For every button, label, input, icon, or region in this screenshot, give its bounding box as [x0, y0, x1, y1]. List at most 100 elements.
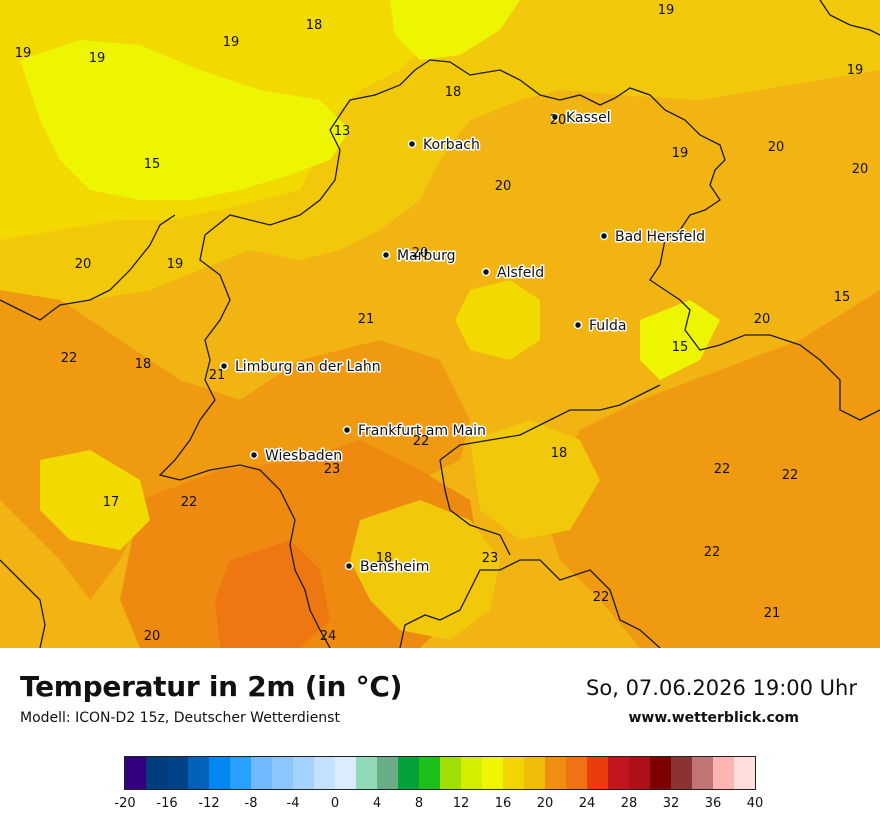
legend-color-cell	[230, 757, 251, 789]
legend-tick-label: -16	[156, 796, 178, 811]
city-label-bad-hersfeld: Bad Hersfeld	[615, 229, 705, 245]
temperature-value: 19	[672, 146, 689, 161]
border-east-top	[819, 0, 880, 36]
temperature-value: 22	[413, 434, 430, 449]
legend-color-cell	[692, 757, 713, 789]
temperature-field-17	[40, 450, 150, 550]
legend-color-cell	[503, 757, 524, 789]
legend-color-cell	[314, 757, 335, 789]
temperature-value: 18	[376, 551, 393, 566]
map-footer: Temperatur in 2m (in °C) Modell: ICON-D2…	[0, 648, 880, 830]
hessen-border-north	[329, 59, 880, 421]
legend-color-cell	[356, 757, 377, 789]
legend-color-cell	[440, 757, 461, 789]
temperature-value: 15	[144, 157, 161, 172]
temperature-value: 20	[144, 629, 161, 644]
border-bavaria	[439, 384, 661, 461]
city-dot-limburg-an-der-lahn	[219, 361, 229, 371]
model-source: Modell: ICON-D2 15z, Deutscher Wetterdie…	[20, 710, 340, 726]
temperature-value: 18	[551, 446, 568, 461]
temperature-field-24	[215, 540, 330, 648]
legend-tick-label: 28	[620, 796, 638, 811]
temperature-value: 18	[135, 357, 152, 372]
temperature-value: 18	[306, 18, 323, 33]
city-dot-bensheim	[344, 561, 354, 571]
temperature-value: 22	[704, 545, 721, 560]
temperature-value: 20	[768, 140, 785, 155]
temperature-labels: 19 18 19 19 19 19 18 13 20 15 19 20 20 20 19 20 15 21 20 22…	[15, 3, 869, 644]
legend-color-cell	[566, 757, 587, 789]
temperature-value: 22	[181, 495, 198, 510]
temperature-value: 19	[15, 46, 32, 61]
city-dot-marburg	[381, 250, 391, 260]
temperature-value: 22	[714, 462, 731, 477]
city-label-alsfeld: Alsfeld	[497, 265, 544, 281]
temperature-field-18-spessart	[470, 420, 600, 540]
color-legend: -20 -16 -12 -8 -4 0 4 8 12 16 20 24 28 32 36 40	[114, 756, 763, 816]
legend-color-cell	[650, 757, 671, 789]
map-title: Temperatur in 2m (in °C)	[20, 670, 403, 703]
temperature-value: 23	[482, 551, 499, 566]
legend-color-cell	[209, 757, 230, 789]
temperature-value: 21	[358, 312, 375, 327]
legend-color-cell	[524, 757, 545, 789]
temperature-value: 15	[672, 340, 689, 355]
legend-color-cell	[377, 757, 398, 789]
city-dot-frankfurt-am-main	[342, 425, 352, 435]
border-nw	[0, 214, 176, 321]
city-dot-bad-hersfeld	[599, 231, 609, 241]
legend-tick-label: -20	[114, 796, 136, 811]
legend-tick-label: 0	[330, 796, 340, 811]
city-label-kassel: Kassel	[566, 110, 611, 126]
city-dot-korbach	[407, 139, 417, 149]
state-borders	[0, 0, 880, 648]
temperature-value: 22	[593, 590, 610, 605]
legend-color-cell	[461, 757, 482, 789]
temperature-value: 19	[223, 35, 240, 50]
temperature-value: 18	[445, 85, 462, 100]
city-label-korbach: Korbach	[423, 137, 480, 153]
hessen-border-west	[158, 129, 341, 648]
legend-color-cell	[545, 757, 566, 789]
city-label-marburg: Marburg	[397, 248, 456, 264]
temperature-value: 17	[103, 495, 120, 510]
legend-tick-label: 4	[372, 796, 382, 811]
city-label-frankfurt-am-main: Frankfurt am Main	[358, 423, 486, 439]
temperature-value: 20	[852, 162, 869, 177]
legend-tick-label: 12	[452, 796, 470, 811]
temperature-value: 24	[320, 629, 337, 644]
temperature-value: 19	[847, 63, 864, 78]
legend-tick-label: 16	[494, 796, 512, 811]
temperature-value: 13	[334, 124, 351, 139]
legend-tick-label: 20	[536, 796, 554, 811]
temperature-field-22-ne	[540, 290, 880, 648]
city-label-fulda: Fulda	[589, 318, 627, 334]
border-sw	[0, 559, 46, 648]
temperature-value: 20	[495, 179, 512, 194]
legend-color-cell	[671, 757, 692, 789]
legend-color-bar	[124, 756, 756, 790]
legend-color-cell	[272, 757, 293, 789]
legend-color-cell	[188, 757, 209, 789]
legend-color-cell	[125, 757, 146, 789]
city-label-wiesbaden: Wiesbaden	[265, 448, 342, 464]
city-dot-alsfeld	[481, 267, 491, 277]
legend-color-cell	[713, 757, 734, 789]
legend-color-cell	[335, 757, 356, 789]
border-south-inner	[439, 459, 511, 556]
legend-tick-label: -12	[198, 796, 220, 811]
legend-color-cell	[587, 757, 608, 789]
city-dot-wiesbaden	[249, 450, 259, 460]
legend-color-cell	[482, 757, 503, 789]
legend-tick-label: 8	[414, 796, 424, 811]
forecast-datetime: So, 07.06.2026 19:00 Uhr	[586, 676, 857, 700]
border-south-ost	[399, 559, 661, 648]
legend-tick-label: -4	[286, 796, 300, 811]
city-markers: Kassel Korbach Bad Hersfeld Marburg Alsfeld F…	[219, 109, 707, 577]
legend-color-cell	[251, 757, 272, 789]
legend-tick-label: 36	[704, 796, 722, 811]
legend-color-cell	[293, 757, 314, 789]
temperature-value: 19	[167, 257, 184, 272]
temperature-value: 23	[324, 462, 341, 477]
website-link[interactable]: www.wetterblick.com	[628, 710, 800, 726]
